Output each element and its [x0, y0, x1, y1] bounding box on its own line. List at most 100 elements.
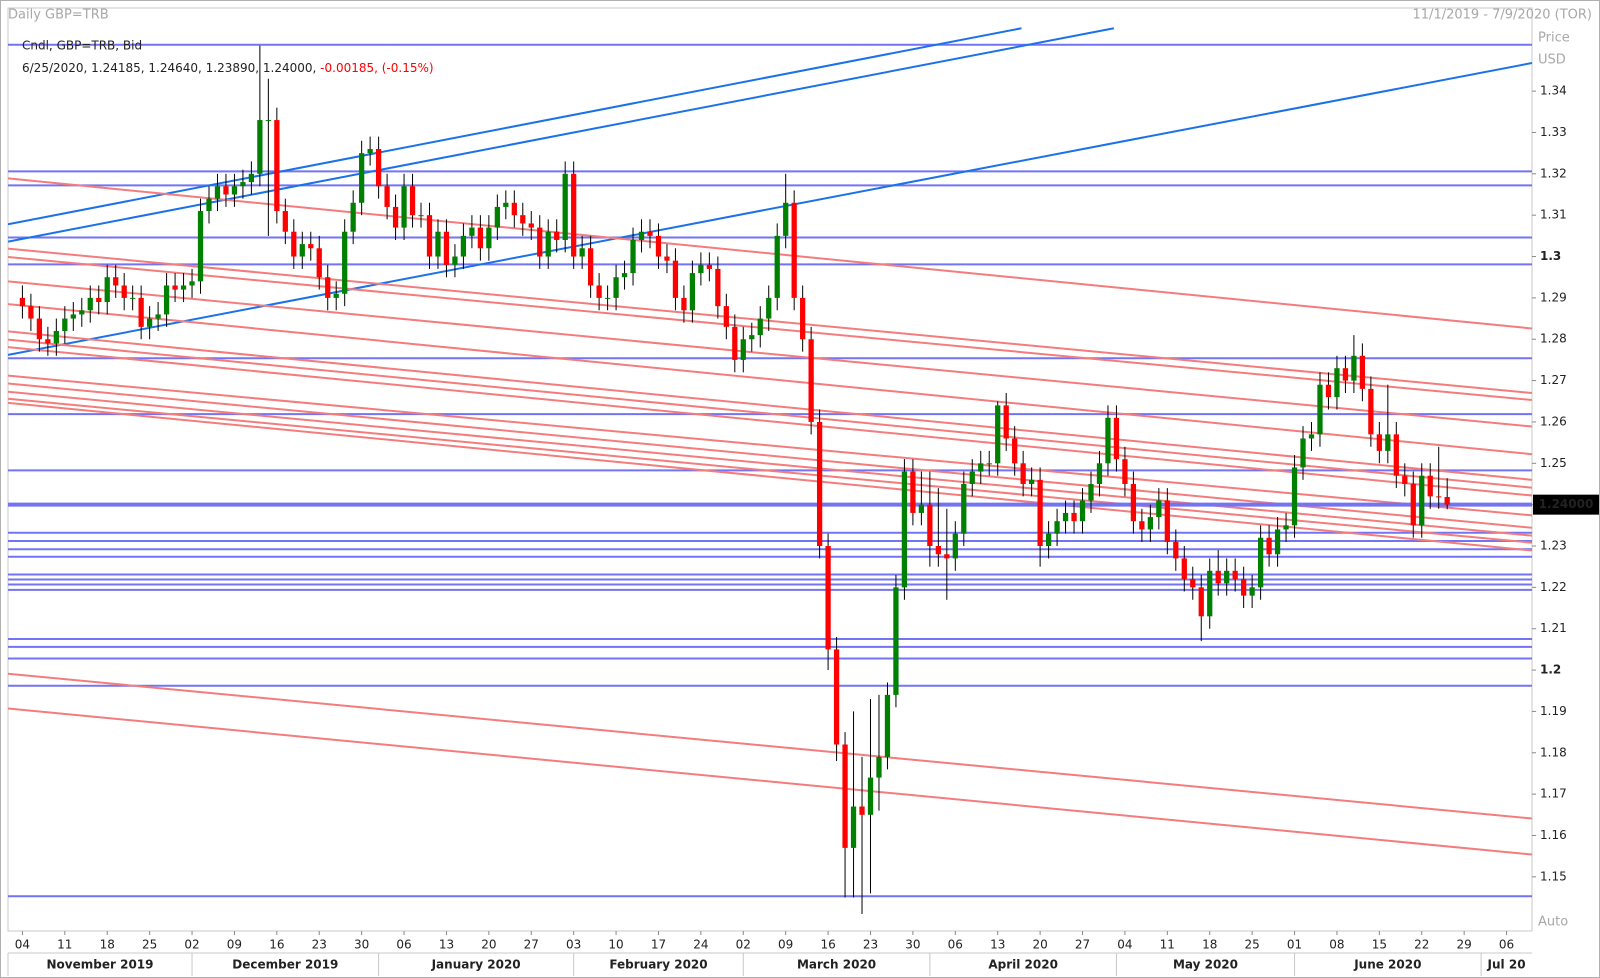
candle-body — [1308, 434, 1315, 439]
candle-body — [1368, 388, 1374, 435]
candle-body — [1300, 438, 1306, 468]
chart-title: Daily GBP=TRB — [8, 8, 109, 23]
candle-body — [172, 285, 178, 290]
candle-body — [62, 318, 68, 331]
y-tick-label: 1.21 — [1540, 621, 1567, 635]
candle-body — [367, 149, 373, 154]
trendline — [8, 672, 1532, 820]
x-tick-label: 23 — [863, 938, 878, 952]
candle-body — [274, 120, 280, 212]
candle-body — [918, 504, 925, 513]
candle-body — [426, 215, 433, 257]
month-label: May 2020 — [1173, 958, 1238, 972]
candle-body — [1164, 500, 1170, 542]
candle-body — [1291, 467, 1298, 526]
candle-body — [969, 471, 975, 484]
candle-body — [1274, 529, 1281, 555]
candle-body — [1385, 434, 1391, 451]
candle-body — [596, 285, 602, 298]
candle-body — [1207, 570, 1213, 617]
candle-body — [588, 248, 594, 286]
month-label: Jul 20 — [1487, 958, 1526, 972]
x-tick-label: 03 — [566, 938, 581, 952]
legend-line1: Cndl, GBP=TRB, Bid — [22, 39, 142, 53]
candle-body — [308, 244, 314, 249]
candle-body — [604, 297, 611, 299]
candle-body — [1376, 434, 1382, 451]
candle-body — [299, 244, 305, 257]
candle-body — [443, 231, 450, 265]
x-tick-label: 16 — [269, 938, 284, 952]
candle-body — [520, 215, 526, 224]
last-price-label: 1.24000 — [1539, 497, 1594, 511]
candle-body — [672, 260, 679, 298]
candle-body — [1249, 587, 1255, 596]
candle-body — [689, 273, 696, 311]
candle-body — [70, 314, 76, 319]
candle-body — [1190, 579, 1196, 588]
y-tick-label: 1.31 — [1540, 208, 1567, 222]
x-tick-label: 18 — [100, 938, 115, 952]
candles — [19, 45, 1450, 915]
candle-body — [163, 285, 170, 315]
y-tick-label: 1.33 — [1540, 125, 1567, 139]
x-tick-label: 23 — [312, 938, 327, 952]
candle-body — [189, 281, 195, 286]
candle-body — [884, 694, 891, 757]
candle-body — [282, 211, 288, 232]
candle-body — [630, 239, 636, 274]
candle-body — [1283, 525, 1289, 530]
candle-body — [927, 504, 933, 547]
y-tick-label: 1.29 — [1540, 290, 1567, 304]
candle-body — [952, 533, 958, 559]
candle-body — [732, 326, 738, 360]
candle-body — [325, 277, 331, 298]
candle-body — [867, 777, 874, 815]
x-tick-label: 27 — [1075, 938, 1090, 952]
candle-body — [833, 649, 840, 745]
trendline — [8, 27, 1022, 226]
candle-body — [291, 231, 297, 257]
candle-body — [316, 248, 322, 278]
candle-body — [554, 231, 560, 240]
month-label: June 2020 — [1353, 958, 1421, 972]
candle-body — [749, 335, 755, 340]
x-tick-label: 13 — [439, 938, 454, 952]
candle-body — [1232, 570, 1238, 580]
trendline — [8, 27, 1115, 243]
candle-body — [1130, 483, 1137, 522]
candle-body — [45, 339, 51, 344]
trendline — [8, 374, 1532, 517]
candle-body — [528, 223, 534, 228]
candle-body — [1173, 541, 1179, 559]
candle-body — [740, 339, 746, 360]
candle-body — [850, 806, 857, 848]
candle-body — [401, 186, 407, 228]
x-tick-label: 24 — [693, 938, 708, 952]
candle-body — [808, 339, 814, 422]
candle-body — [384, 186, 390, 207]
candle-body — [935, 546, 941, 555]
axis-title: Price — [1538, 31, 1570, 46]
candle-body — [893, 587, 899, 695]
candle-body — [265, 120, 271, 122]
candle-body — [876, 756, 882, 778]
candle-body — [613, 277, 619, 298]
x-tick-label: 25 — [1244, 938, 1259, 952]
x-tick-label: 02 — [184, 938, 199, 952]
candle-body — [1351, 355, 1357, 381]
trendline — [8, 390, 1532, 537]
candle-body — [1444, 496, 1450, 505]
candle-body — [460, 235, 467, 257]
candle-body — [79, 310, 85, 315]
y-tick-label: 1.27 — [1540, 373, 1567, 387]
x-tick-label: 11 — [1160, 938, 1175, 952]
axis-unit: USD — [1538, 53, 1566, 68]
y-tick-label: 1.34 — [1540, 84, 1567, 98]
trendline — [8, 707, 1532, 856]
x-tick-label: 04 — [15, 938, 30, 952]
candle-body — [647, 231, 653, 236]
candle-body — [842, 744, 848, 848]
candle-body — [197, 211, 204, 282]
